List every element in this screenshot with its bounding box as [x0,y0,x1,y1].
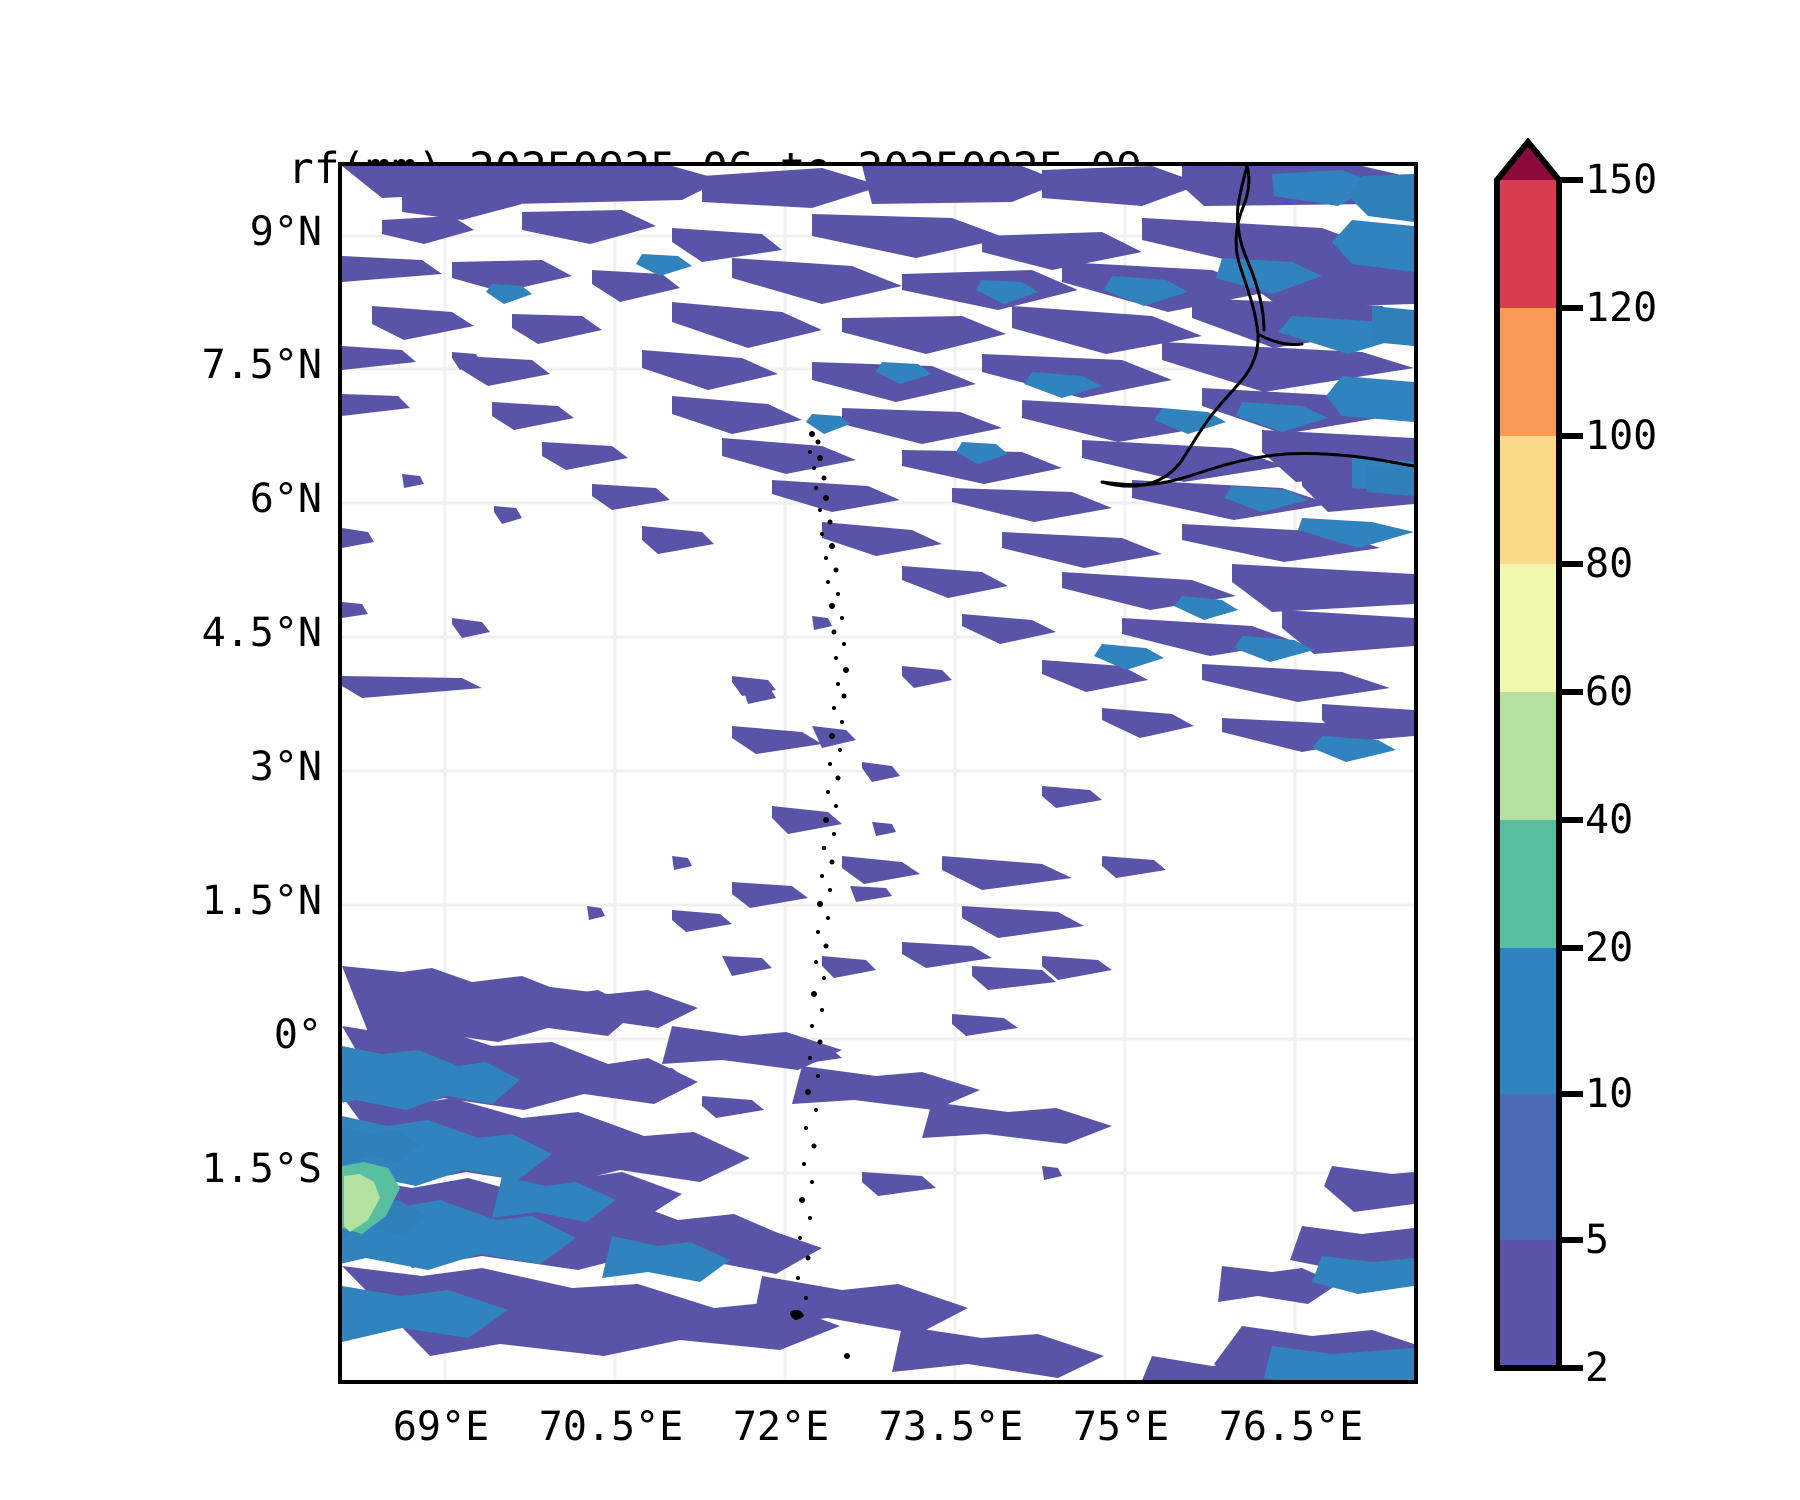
xtick-label: 75°E [1072,1404,1170,1450]
xtick-label: 76.5°E [1218,1404,1364,1450]
coastline [1100,166,1414,488]
colorbar-tick-label: 5 [1585,1217,1610,1263]
ytick-label: 4.5°N [201,610,322,656]
colorbar-swatches [1494,138,1583,1371]
colorbar-tick-label: 80 [1585,541,1634,587]
xtick-label: 70.5°E [538,1404,684,1450]
ytick-label: 1.5°N [201,878,322,924]
rain-contour-band-5-10 [342,170,1414,1380]
colorbar-tick-label: 20 [1585,925,1634,971]
rain-contour-band-2-5 [342,166,1414,1380]
ytick-label: 6°N [249,476,322,522]
colorbar[interactable] [1494,138,1583,1371]
colorbar-extend-arrow-icon [1497,142,1559,180]
colorbar-tick-label: 60 [1585,669,1634,715]
xtick-label: 69°E [392,1404,490,1450]
xtick-label: 73.5°E [878,1404,1024,1450]
colorbar-tick-labels: 150 120 100 80 60 40 20 10 5 2 [1585,157,1765,1391]
ytick-label: 3°N [249,744,322,790]
colorbar-tick-label: 100 [1585,413,1658,459]
colorbar-tick-label: 10 [1585,1071,1634,1117]
map-axes[interactable] [338,162,1418,1384]
ytick-label: 1.5°S [201,1146,322,1192]
colorbar-tick-label: 40 [1585,797,1634,843]
colorbar-tick-label: 150 [1585,157,1658,203]
ytick-label: 0° [273,1012,322,1058]
ytick-label: 7.5°N [201,342,322,388]
longitude-tick-labels: 69°E 70.5°E 72°E 73.5°E 75°E 76.5°E [338,1404,1418,1464]
rain-contour-band-40-60 [344,1174,380,1232]
colorbar-tick-label: 2 [1585,1345,1610,1391]
rainfall-map [342,166,1414,1380]
latitude-tick-labels: 9°N 7.5°N 6°N 4.5°N 3°N 1.5°N 0° 1.5°S [150,162,322,1384]
colorbar-tick-label: 120 [1585,285,1658,331]
ytick-label: 9°N [249,209,322,255]
island-dots [790,431,850,1359]
xtick-label: 72°E [732,1404,830,1450]
